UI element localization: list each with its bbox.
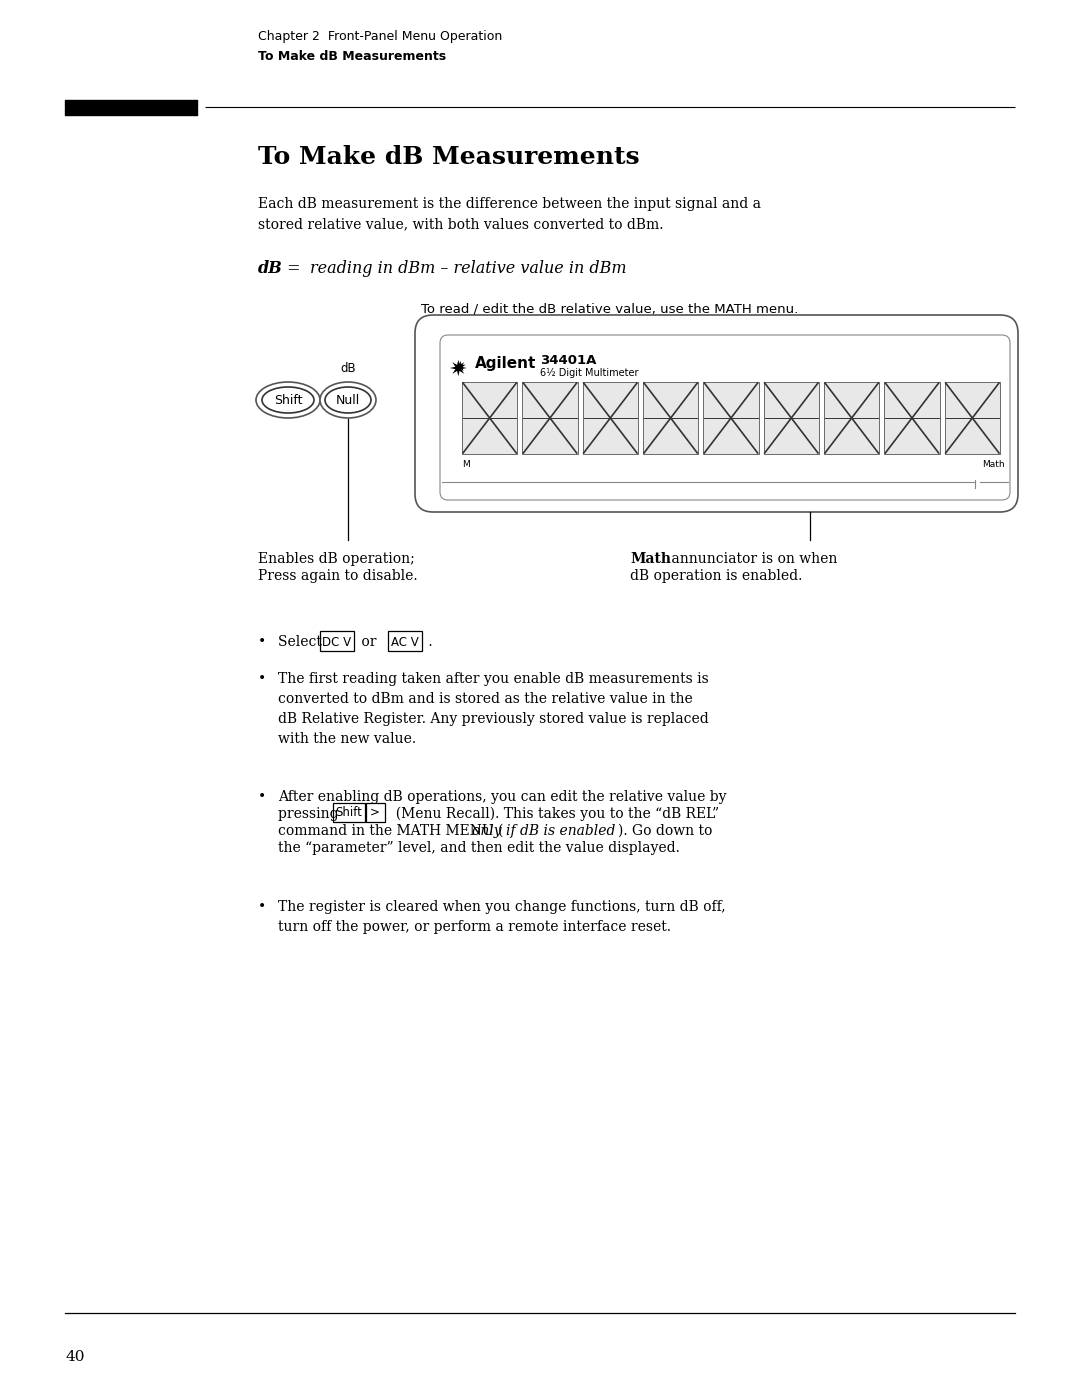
Text: reading in dBm – relative value in dBm: reading in dBm – relative value in dBm (310, 260, 626, 277)
FancyBboxPatch shape (440, 335, 1010, 500)
Text: Press again to disable.: Press again to disable. (258, 569, 418, 583)
Text: DC V: DC V (323, 636, 352, 648)
Text: the “parameter” level, and then edit the value displayed.: the “parameter” level, and then edit the… (278, 841, 680, 855)
FancyBboxPatch shape (388, 631, 422, 651)
Text: •: • (258, 789, 267, 805)
Text: •: • (258, 900, 267, 914)
Text: annunciator is on when: annunciator is on when (667, 552, 837, 566)
Text: Chapter 2  Front-Panel Menu Operation: Chapter 2 Front-Panel Menu Operation (258, 29, 502, 43)
Text: (Menu Recall). This takes you to the “dB REL”: (Menu Recall). This takes you to the “dB… (387, 807, 719, 821)
Text: •: • (258, 636, 267, 650)
Text: The first reading taken after you enable dB measurements is
converted to dBm and: The first reading taken after you enable… (278, 672, 708, 746)
FancyBboxPatch shape (415, 314, 1018, 511)
Text: command in the MATH MENU (: command in the MATH MENU ( (278, 824, 503, 838)
Bar (885, 381, 940, 454)
Text: To Make dB Measurements: To Make dB Measurements (258, 145, 639, 169)
Text: ✷: ✷ (448, 360, 467, 380)
Text: M: M (462, 460, 470, 469)
Bar (583, 381, 638, 454)
Text: Null: Null (336, 394, 360, 407)
Text: ). Go down to: ). Go down to (618, 824, 713, 838)
Bar (462, 381, 517, 454)
Text: Shift: Shift (273, 394, 302, 407)
Text: To read / edit the dB relative value, use the MATH menu.: To read / edit the dB relative value, us… (421, 302, 798, 314)
Text: only if dB is enabled: only if dB is enabled (472, 824, 616, 838)
Text: AC V: AC V (391, 636, 419, 648)
Text: Math: Math (983, 460, 1005, 469)
Bar (764, 381, 819, 454)
Ellipse shape (320, 381, 376, 418)
Text: pressing: pressing (278, 807, 343, 821)
Bar (945, 381, 1000, 454)
Bar (643, 381, 699, 454)
Text: After enabling dB operations, you can edit the relative value by: After enabling dB operations, you can ed… (278, 789, 727, 805)
Text: ★: ★ (453, 360, 465, 374)
Ellipse shape (256, 381, 320, 418)
Text: Select: Select (278, 636, 326, 650)
Text: .: . (424, 636, 433, 650)
Text: dB operation is enabled.: dB operation is enabled. (630, 569, 802, 583)
Text: •: • (258, 672, 267, 686)
Text: Enables dB operation;: Enables dB operation; (258, 552, 415, 566)
Text: =: = (282, 260, 306, 277)
Text: dB: dB (340, 362, 355, 374)
Text: Agilent: Agilent (475, 356, 537, 372)
FancyBboxPatch shape (333, 803, 365, 821)
Ellipse shape (325, 387, 372, 414)
Bar (703, 381, 758, 454)
Text: To Make dB Measurements: To Make dB Measurements (258, 50, 446, 63)
Bar (824, 381, 879, 454)
Text: Shift: Shift (336, 806, 363, 819)
Text: 6½ Digit Multimeter: 6½ Digit Multimeter (540, 367, 638, 379)
Ellipse shape (262, 387, 314, 414)
Text: Each dB measurement is the difference between the input signal and a
stored rela: Each dB measurement is the difference be… (258, 197, 761, 231)
FancyBboxPatch shape (366, 803, 384, 821)
Text: >: > (370, 806, 380, 819)
Text: dB: dB (258, 260, 283, 277)
Bar (523, 381, 578, 454)
FancyBboxPatch shape (320, 631, 354, 651)
Text: 34401A: 34401A (540, 353, 596, 367)
Text: or: or (357, 636, 381, 650)
Text: The register is cleared when you change functions, turn dB off,
turn off the pow: The register is cleared when you change … (278, 900, 726, 935)
Text: 40: 40 (65, 1350, 84, 1363)
Text: Math: Math (630, 552, 671, 566)
